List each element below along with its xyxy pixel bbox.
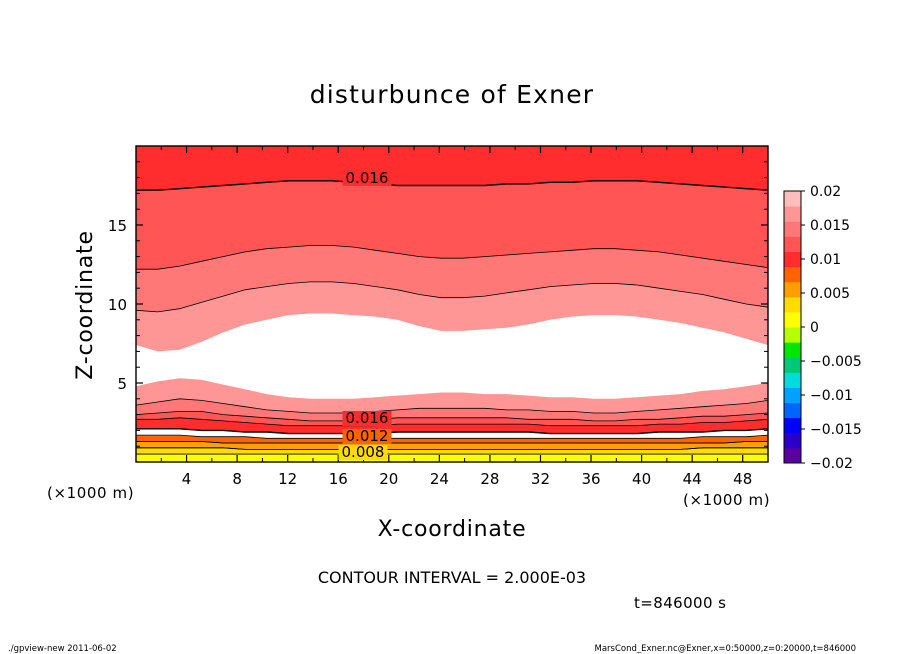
contour-line: [136, 447, 768, 450]
contour-bands: [136, 146, 768, 462]
footer-left: ./gpview-new 2011-06-02: [8, 644, 117, 654]
colorbar-label: −0.015: [810, 422, 862, 438]
colorbar-swatch: [784, 311, 801, 328]
contour-band-0_016: [136, 447, 768, 455]
colorbar-swatch: [784, 432, 801, 449]
x-tick-label: 44: [683, 470, 702, 488]
colorbar-swatch: [784, 447, 801, 464]
colorbar-swatch: [784, 357, 801, 373]
x-tick-label: 36: [581, 470, 600, 488]
colorbar-label: 0.015: [810, 218, 850, 234]
colorbar-label: −0.02: [810, 456, 853, 472]
contour-label: 0.016: [346, 169, 389, 187]
y-tick-label: 15: [108, 217, 127, 235]
footer-right: MarsCond_Exner.nc@Exner,x=0:50000,z=0:20…: [594, 644, 856, 654]
x-tick-label: 24: [430, 470, 449, 488]
colorbar-swatch: [784, 236, 801, 252]
contour-line: [136, 180, 769, 191]
contour-label-bg: [342, 171, 392, 186]
contour-label-bg: [338, 445, 388, 460]
colorbar: [783, 190, 802, 464]
colorbar-swatch: [784, 206, 801, 222]
colorbar-swatch: [784, 266, 801, 283]
x-tick-label: 28: [480, 470, 499, 488]
contour-band-0_018: [136, 454, 768, 462]
contour-line: [135, 398, 769, 414]
contour-line: [136, 417, 769, 427]
x-tick-label: 20: [379, 470, 398, 488]
contour-label-bg: [342, 429, 392, 444]
x-unit-right: (×1000 m): [683, 491, 770, 509]
contour-lines: [135, 180, 769, 455]
colorbar-label: 0.005: [810, 286, 850, 302]
x-tick-label: 12: [278, 470, 297, 488]
colorbar-label: 0.01: [810, 252, 841, 268]
x-tick-label: 16: [329, 470, 348, 488]
contour-interval-text: CONTOUR INTERVAL = 2.000E-03: [318, 568, 586, 587]
x-axis-label: X-coordinate: [378, 517, 527, 542]
contour-line: [136, 441, 768, 444]
colorbar-swatch: [784, 191, 801, 207]
colorbar-swatch: [784, 417, 801, 434]
x-tick-label: 32: [531, 470, 550, 488]
colorbar-swatch: [784, 387, 801, 404]
time-text: t=846000 s: [634, 594, 726, 612]
contour-line: [136, 434, 769, 439]
contour-band-0_012: [136, 435, 768, 443]
colorbar-swatch: [784, 221, 801, 237]
x-ticks: 4 8 12 16 20 24 28 32 36 40 44 48: [160, 146, 769, 488]
x-unit-left: (×1000 m): [47, 484, 134, 502]
contour-label: 0.016: [346, 409, 389, 427]
contour-band-0_002: [136, 313, 768, 399]
contour-label-bg: [342, 411, 392, 426]
colorbar-label: −0.01: [810, 388, 853, 404]
contour-label: 0.008: [342, 443, 385, 461]
colorbar-labels: 0.02 0.015 0.01 0.005 0 −0.005 −0.01 −0.015 −0.0…: [801, 184, 862, 472]
chart-title: disturbunce of Exner: [310, 80, 595, 109]
colorbar-swatch: [784, 402, 801, 419]
contour-line: [135, 411, 769, 422]
colorbar-label: 0: [810, 320, 819, 336]
colorbar-swatch: [784, 281, 801, 298]
colorbar-swatch: [784, 372, 801, 388]
y-tick-label: 5: [117, 375, 127, 393]
x-tick-label: 8: [232, 470, 242, 488]
x-tick-label: 4: [182, 470, 192, 488]
y-ticks: 5 10 15: [108, 161, 768, 447]
contour-line: [136, 428, 769, 435]
y-tick-label: 10: [108, 296, 127, 314]
contour-line: [136, 245, 769, 270]
colorbar-swatch: [784, 251, 801, 268]
colorbar-label: −0.005: [810, 354, 862, 370]
colorbar-swatch: [784, 296, 801, 313]
contour-label: 0.012: [346, 427, 389, 445]
colorbar-swatch: [784, 327, 801, 343]
contour-band-0_014: [136, 441, 768, 450]
y-axis-label: Z-coordinate: [73, 230, 98, 380]
colorbar-swatch: [784, 342, 801, 358]
contour-line: [135, 281, 769, 313]
x-tick-label: 48: [733, 470, 752, 488]
x-tick-label: 40: [632, 470, 651, 488]
colorbar-label: 0.02: [810, 184, 841, 200]
